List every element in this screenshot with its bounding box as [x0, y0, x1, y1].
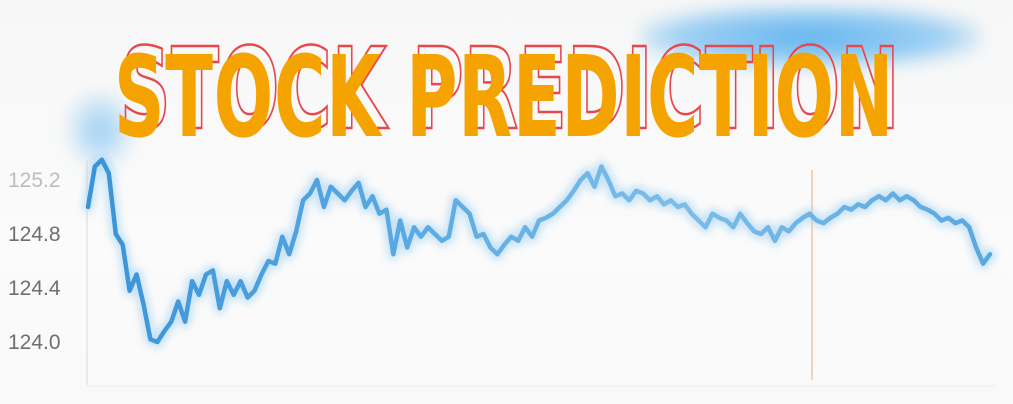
y-tick-label: 125.2: [8, 169, 61, 192]
headline: STOCK PREDICTION STOCK PREDICTION: [114, 24, 900, 158]
headline-title: STOCK PREDICTION: [114, 33, 894, 158]
blurred-highlight-top: [640, 6, 980, 68]
headline-shadow-outline: STOCK PREDICTION: [120, 25, 900, 155]
series-line-glow: [82, 153, 996, 348]
y-tick-label: 124.0: [8, 331, 61, 354]
y-tick-label: 124.8: [8, 223, 61, 246]
y-tick-label: 124.4: [8, 277, 61, 300]
series-line: [85, 157, 993, 345]
blurred-highlight-left: [70, 95, 130, 165]
series-points: [88, 160, 990, 342]
